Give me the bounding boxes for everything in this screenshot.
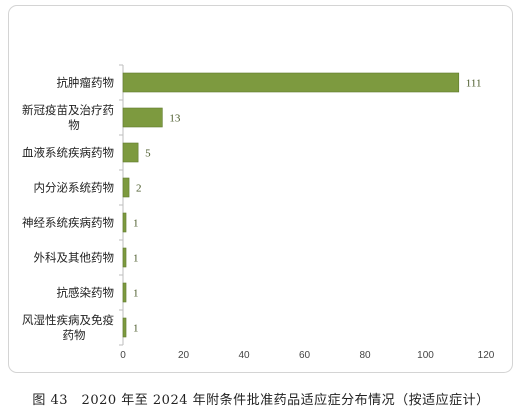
category-label: 神经系统疾病药物 — [22, 216, 114, 230]
category-label: 血液系统疾病药物 — [22, 146, 114, 160]
data-label: 111 — [466, 78, 482, 90]
data-label: 1 — [133, 288, 139, 300]
category-label: 抗肿瘤药物 — [57, 76, 115, 90]
data-label: 1 — [133, 323, 139, 335]
category-label: 药物 — [63, 328, 86, 342]
bar — [122, 317, 127, 338]
category-label: 物 — [68, 118, 80, 132]
bar — [122, 282, 127, 303]
bar — [122, 247, 127, 268]
x-tick-label: 60 — [299, 350, 311, 361]
chart-frame — [8, 5, 513, 373]
category-label: 新冠疫苗及治疗药 — [22, 103, 114, 117]
x-tick-label: 100 — [417, 350, 434, 361]
x-tick-label: 120 — [478, 350, 495, 361]
x-tick-label: 20 — [178, 350, 190, 361]
data-label: 1 — [133, 218, 139, 230]
x-tick-label: 40 — [238, 350, 250, 361]
bar — [122, 177, 130, 198]
figure-caption: 图 43 2020 年至 2024 年附条件批准药品适应症分布情况（按适应症计） — [32, 393, 490, 408]
bar — [122, 142, 139, 163]
bar — [122, 72, 460, 93]
data-label: 13 — [169, 113, 181, 125]
category-label: 内分泌系统药物 — [34, 181, 115, 195]
category-label: 风湿性疾病及免疫 — [22, 313, 114, 327]
data-label: 1 — [133, 253, 139, 265]
x-tick-label: 0 — [120, 350, 126, 361]
data-label: 5 — [145, 148, 151, 160]
data-label: 2 — [136, 183, 142, 195]
bar — [122, 107, 163, 128]
category-label: 抗感染药物 — [57, 286, 115, 300]
bar — [122, 212, 127, 233]
x-tick-label: 80 — [359, 350, 371, 361]
category-label: 外科及其他药物 — [34, 251, 115, 265]
bar-chart: 0 20 40 60 80 100 120111抗肿瘤药物13新冠疫苗及治疗药物5血液系统疾… — [22, 64, 495, 361]
